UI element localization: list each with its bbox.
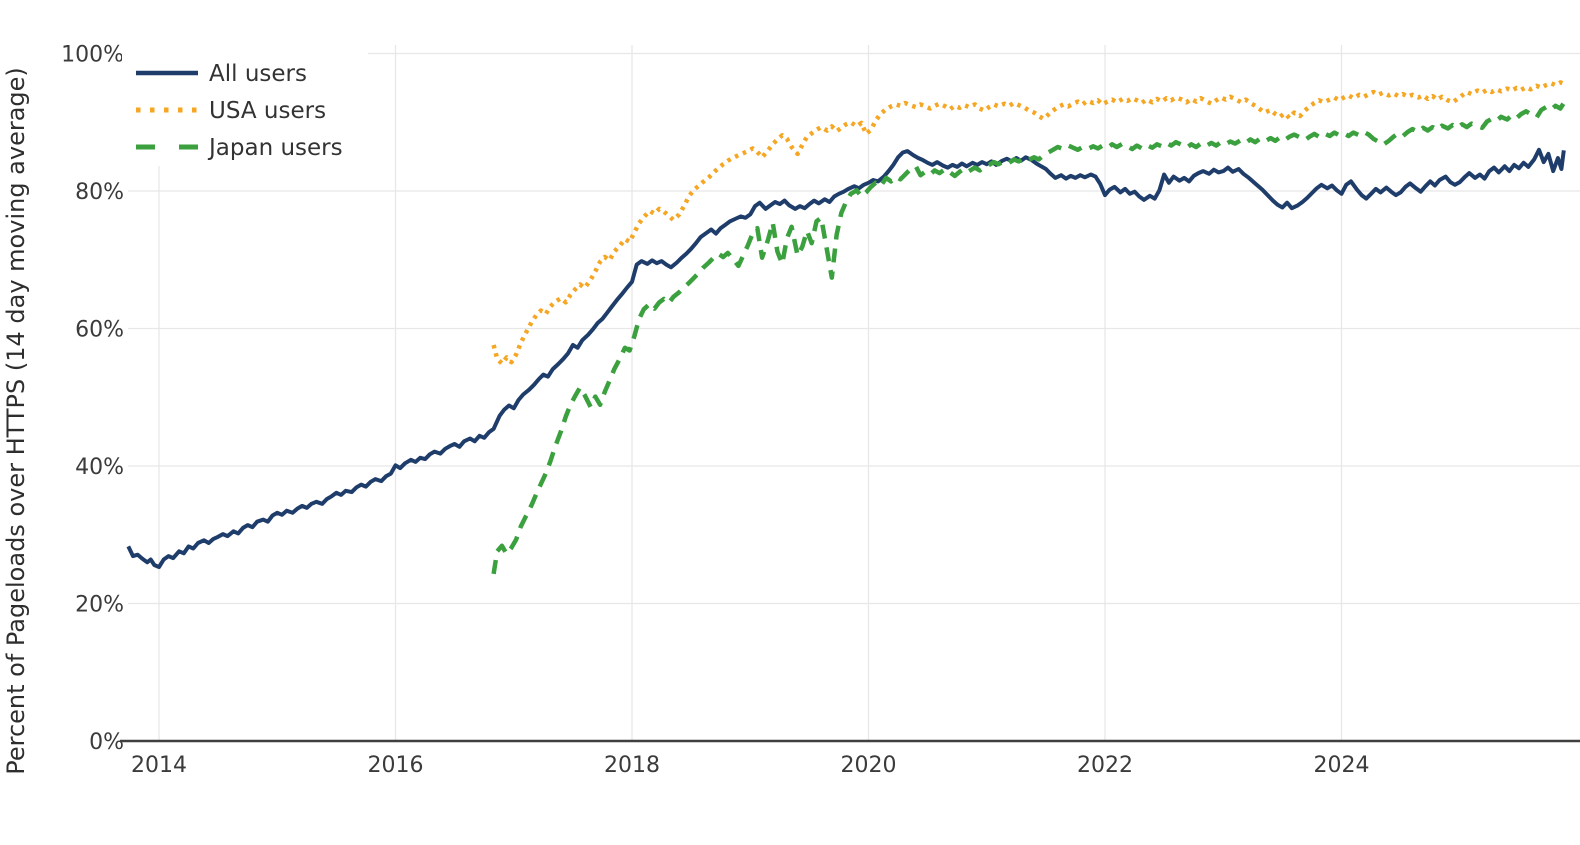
series-lines	[126, 80, 1566, 575]
legend-item-japan-users: Japan users	[136, 135, 343, 161]
x-tick-label: 2020	[841, 753, 897, 778]
legend-label-japan-users: Japan users	[207, 135, 343, 161]
x-tick-label: 2022	[1077, 753, 1133, 778]
y-tick-label: 100%	[61, 43, 124, 68]
x-tick-label: 2014	[131, 753, 187, 778]
x-tick-label: 2024	[1314, 753, 1370, 778]
legend-label-usa-users: USA users	[209, 98, 326, 124]
series-line-all-users	[126, 147, 1566, 570]
y-tick-label: 80%	[75, 180, 124, 205]
x-tick-label: 2016	[368, 753, 424, 778]
series-line-japan-users	[491, 101, 1566, 575]
y-axis-title: Percent of Pageloads over HTTPS (14 day …	[2, 67, 30, 775]
legend-item-all-users: All users	[136, 61, 307, 87]
legend-item-usa-users: USA users	[136, 98, 326, 124]
x-tick-labels: 2014 2016 2018 2020 2022 2024	[131, 753, 1370, 778]
x-tick-label: 2018	[604, 753, 660, 778]
y-tick-labels: 0% 20% 40% 60% 80% 100%	[61, 43, 124, 756]
y-tick-label: 0%	[89, 730, 124, 755]
y-tick-label: 20%	[75, 593, 124, 618]
y-tick-label: 40%	[75, 455, 124, 480]
legend: All users USA users Japan users	[122, 42, 368, 166]
y-tick-label: 60%	[75, 318, 124, 343]
legend-label-all-users: All users	[209, 61, 307, 87]
series-line-usa-users	[491, 80, 1565, 366]
legend-background	[122, 42, 368, 166]
